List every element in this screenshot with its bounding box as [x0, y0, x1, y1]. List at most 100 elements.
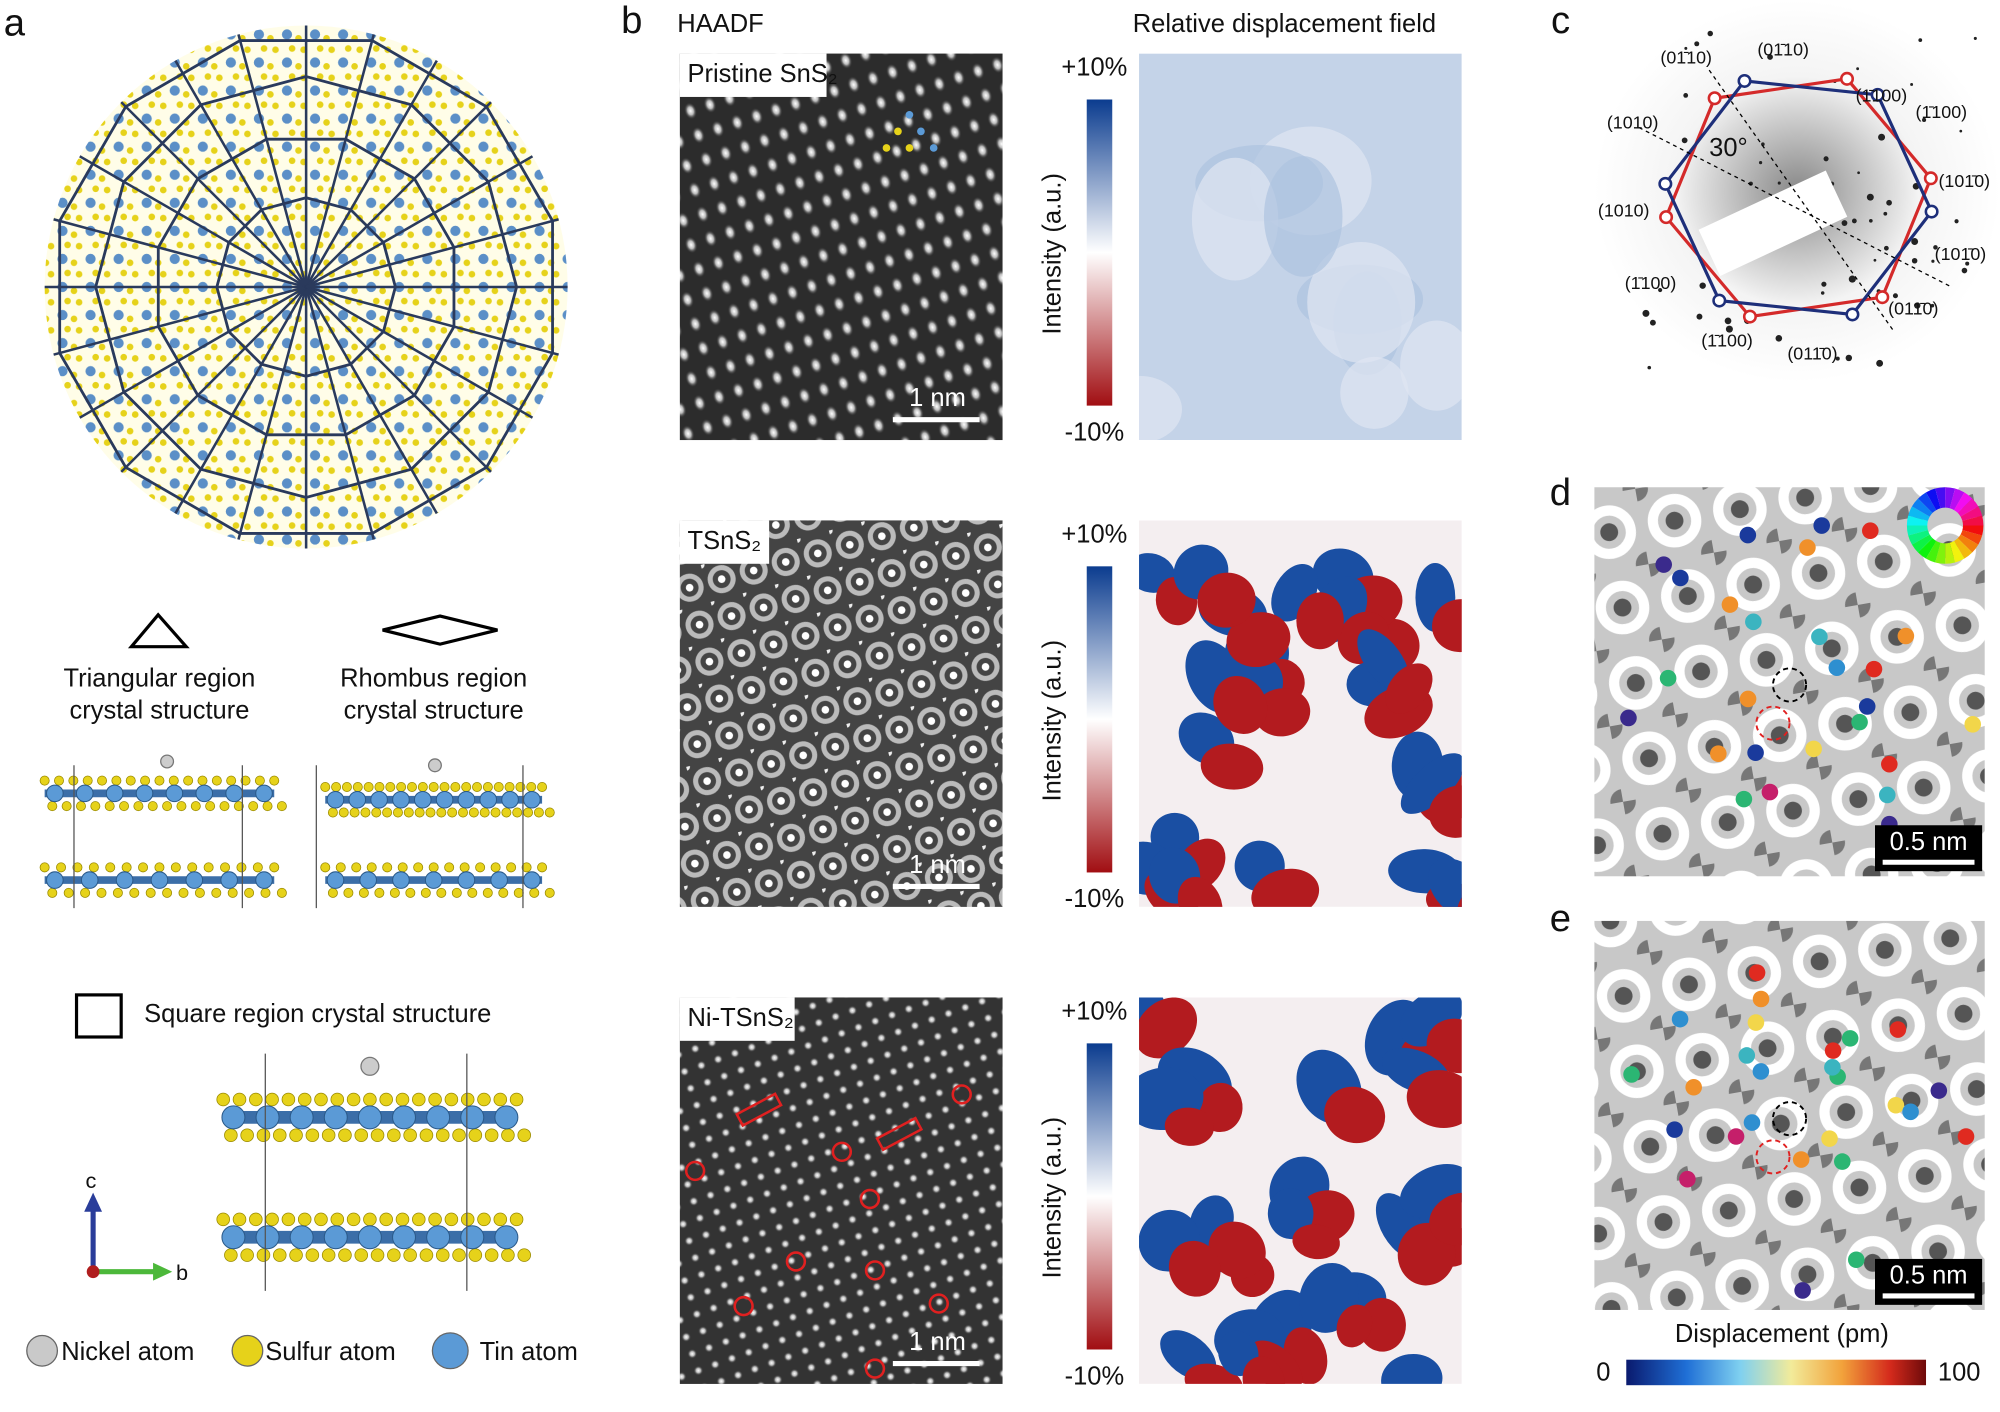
sulfur-atom: [338, 1128, 352, 1142]
sulfur-atom: [76, 801, 86, 812]
displacement-dot: [1813, 517, 1830, 534]
defect-marker: [785, 1251, 807, 1272]
diffraction-spot: [1959, 129, 1963, 133]
column-header: HAADF: [677, 10, 763, 38]
sulfur-atom: [477, 1212, 491, 1227]
sulfur-atom: [419, 1248, 434, 1262]
displacement-dot: [1841, 1030, 1859, 1047]
sulfur-atom: [414, 807, 425, 818]
color-wheel: [1960, 506, 1983, 521]
displacement-dot: [1881, 755, 1898, 773]
colorbar-label: Intensity (a.u.): [1038, 1117, 1066, 1279]
beam-stop: [1698, 170, 1848, 276]
diffraction-spot: [1918, 38, 1923, 43]
spot-marker: [1659, 210, 1674, 225]
sulfur-atom: [154, 862, 165, 873]
tin-atom: [435, 790, 454, 809]
displacement-dot: [1799, 539, 1816, 556]
displacement-dot: [1735, 790, 1753, 808]
center-marker: [1772, 1101, 1808, 1137]
spot-marker: [1707, 91, 1722, 106]
field-blob: [1139, 997, 1198, 1059]
field-blob: [1385, 663, 1433, 714]
tin-atom: [457, 871, 476, 889]
panel-label: d: [1550, 471, 1571, 514]
color-wheel: [1954, 538, 1973, 559]
tin-atom: [426, 1225, 451, 1250]
label: +10%: [1061, 520, 1127, 548]
displacement-dot: [1727, 1128, 1745, 1145]
field-blob: [1251, 868, 1320, 907]
axis-a: [86, 1265, 100, 1279]
center-marker: [1755, 705, 1791, 741]
sulfur-atom: [240, 1128, 254, 1142]
displacement-dot: [1824, 1042, 1842, 1059]
sulfur-atom: [80, 887, 91, 898]
label: c: [85, 1168, 96, 1193]
displacement-dot: [1964, 716, 1982, 733]
color-wheel: [1945, 487, 1956, 509]
defect-marker: [859, 1188, 881, 1210]
diffraction-spot: [1707, 30, 1713, 37]
sulfur-atom: [472, 782, 483, 792]
tile-edge: [305, 54, 442, 288]
arrow: [153, 1262, 173, 1281]
sulfur-atom: [54, 775, 64, 786]
sulfur-atom: [435, 1248, 450, 1262]
sulfur-atom: [482, 887, 493, 898]
defect-marker: [875, 1116, 924, 1152]
color-wheel: [1911, 534, 1933, 553]
sulfur-atom: [162, 887, 173, 898]
displacement-dot: [1655, 556, 1673, 573]
sulfur-atom: [248, 801, 259, 812]
tile-edge: [115, 286, 308, 478]
sulfur-atom: [39, 775, 50, 786]
diffraction-spot: [1851, 218, 1857, 224]
sulfur-atom: [269, 862, 280, 873]
sulfur-atom: [537, 782, 548, 792]
label: -10%: [1065, 1362, 1125, 1390]
tiling: [44, 25, 568, 549]
spot-marker: [1712, 293, 1727, 308]
sulfur-atom: [526, 782, 537, 792]
scale-text: 0.5 nm: [1890, 828, 1968, 856]
angle-label: 30°: [1709, 134, 1748, 162]
scale-text: 1 nm: [909, 1328, 966, 1356]
scale-text: 1 nm: [909, 384, 966, 412]
sulfur-atom: [459, 862, 470, 873]
diffraction-spot: [1973, 36, 1977, 40]
diffraction-spot: [1835, 356, 1840, 361]
diffraction-spot: [1930, 303, 1935, 308]
spot-label: (1010): [1607, 112, 1659, 132]
label: Rhombus region: [340, 665, 527, 693]
legend-atom: [431, 1332, 469, 1370]
diffraction-spot: [1775, 334, 1783, 342]
sulfur-atom: [321, 1128, 336, 1142]
sulfur-atom: [289, 1248, 303, 1262]
atom-marker: [905, 110, 914, 119]
sulfur-atom: [428, 862, 439, 873]
tin-atom: [424, 871, 443, 889]
sulfur-atom: [385, 782, 396, 792]
sulfur-atom: [211, 775, 222, 786]
sulfur-atom: [154, 775, 165, 786]
sulfur-atom: [444, 1212, 459, 1227]
sulfur-atom: [501, 1248, 515, 1262]
sulfur-atom: [249, 1092, 263, 1107]
defect-marker: [733, 1295, 754, 1317]
color-wheel: [1908, 506, 1930, 521]
rhombus-icon: [382, 614, 498, 646]
sulfur-atom: [436, 887, 447, 898]
defect-marker: [864, 1358, 886, 1379]
displacement-dot: [1710, 745, 1727, 762]
spot-marker: [1875, 290, 1890, 305]
colorbar-label: Intensity (a.u.): [1038, 640, 1066, 802]
sulfur-atom: [145, 887, 156, 898]
sulfur-atom: [211, 887, 222, 898]
sulfur-atom: [105, 862, 116, 873]
sulfur-atom: [444, 862, 455, 873]
sulfur-atom: [256, 1128, 271, 1142]
color-wheel: [1911, 498, 1933, 517]
